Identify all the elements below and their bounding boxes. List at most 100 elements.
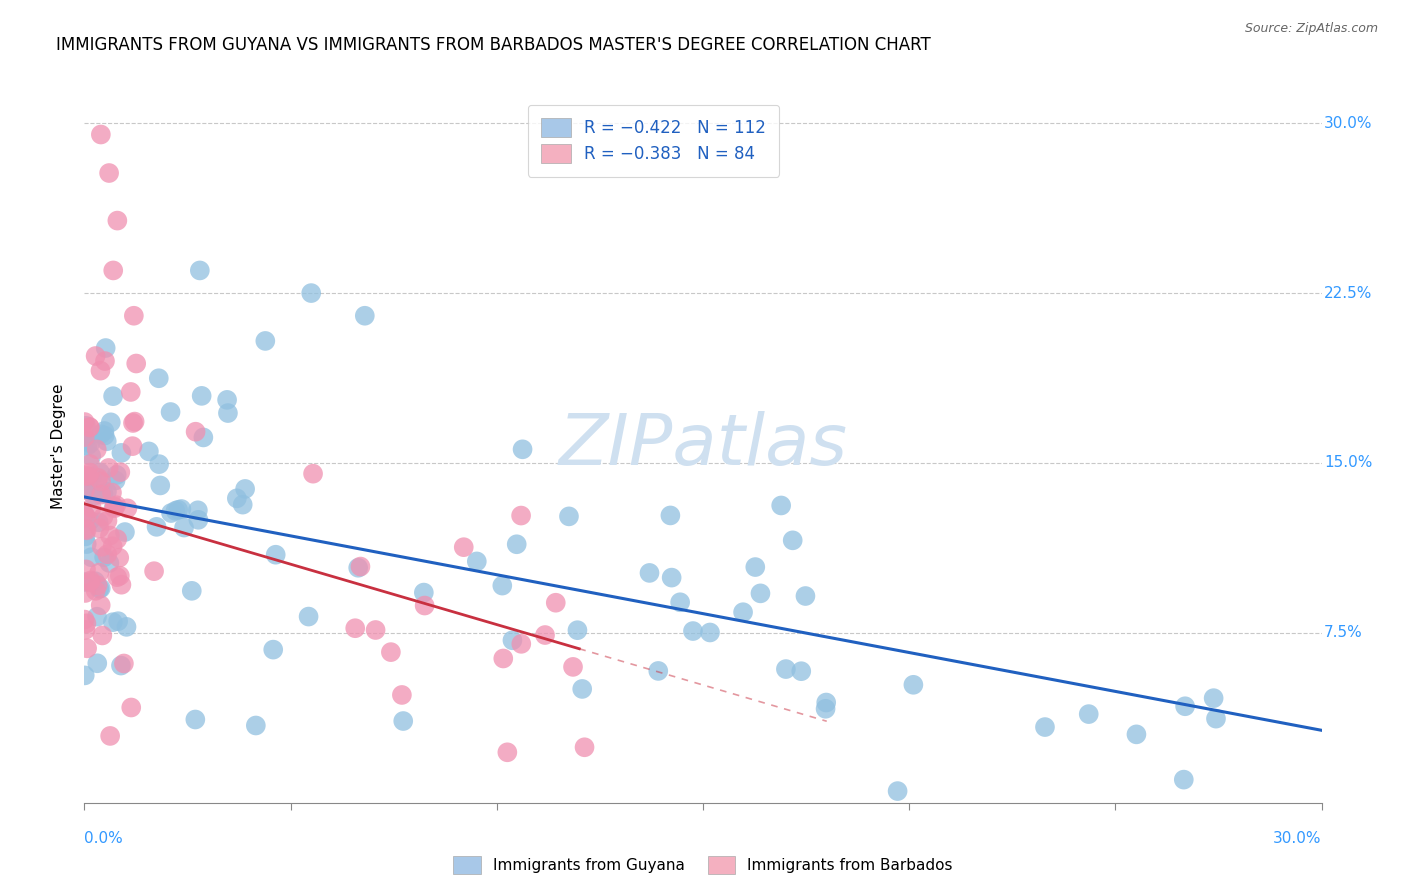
Point	[165, 504, 187, 518]
Point	[121, 439, 143, 453]
Point	[91, 628, 114, 642]
Point	[699, 625, 721, 640]
Point	[122, 309, 145, 323]
Point	[188, 263, 211, 277]
Point	[217, 406, 239, 420]
Point	[98, 528, 121, 542]
Point	[73, 430, 96, 444]
Point	[93, 509, 115, 524]
Point	[100, 415, 122, 429]
Point	[73, 574, 96, 589]
Point	[76, 537, 98, 551]
Point	[89, 466, 111, 480]
Point	[79, 420, 101, 434]
Text: 0.0%: 0.0%	[84, 831, 124, 847]
Point	[353, 309, 375, 323]
Point	[75, 586, 97, 600]
Point	[75, 418, 97, 433]
Point	[669, 595, 692, 609]
Point	[562, 660, 585, 674]
Point	[90, 582, 112, 596]
Point	[98, 729, 121, 743]
Point	[105, 213, 128, 227]
Point	[114, 524, 136, 539]
Point	[75, 623, 97, 637]
Legend: R = −0.422   N = 112, R = −0.383   N = 84: R = −0.422 N = 112, R = −0.383 N = 84	[527, 104, 779, 177]
Point	[87, 516, 110, 530]
Point	[84, 349, 107, 363]
Point	[184, 713, 207, 727]
Point	[187, 503, 209, 517]
Point	[775, 662, 797, 676]
Point	[103, 500, 125, 514]
Point	[75, 471, 97, 485]
Point	[297, 609, 319, 624]
Point	[104, 474, 127, 488]
Y-axis label: Master's Degree: Master's Degree	[51, 384, 66, 508]
Point	[80, 449, 103, 463]
Text: 22.5%: 22.5%	[1324, 285, 1372, 301]
Point	[75, 510, 97, 524]
Point	[76, 524, 98, 538]
Point	[90, 128, 112, 142]
Point	[82, 469, 104, 483]
Point	[90, 427, 112, 442]
Point	[79, 514, 101, 528]
Text: 30.0%: 30.0%	[1274, 831, 1322, 847]
Point	[232, 498, 254, 512]
Point	[75, 562, 97, 576]
Point	[138, 444, 160, 458]
Point	[187, 513, 209, 527]
Point	[571, 681, 593, 696]
Point	[80, 483, 103, 498]
Point	[93, 424, 115, 438]
Point	[110, 465, 132, 479]
Text: Source: ZipAtlas.com: Source: ZipAtlas.com	[1244, 22, 1378, 36]
Point	[89, 521, 111, 535]
Point	[193, 430, 215, 444]
Point	[647, 664, 669, 678]
Point	[159, 405, 181, 419]
Point	[794, 589, 817, 603]
Point	[105, 498, 128, 512]
Point	[491, 579, 513, 593]
Point	[659, 508, 682, 523]
Point	[217, 392, 239, 407]
Point	[93, 550, 115, 565]
Point	[744, 560, 766, 574]
Point	[453, 540, 475, 554]
Point	[886, 784, 908, 798]
Point	[567, 623, 589, 637]
Point	[73, 613, 96, 627]
Point	[510, 508, 533, 523]
Point	[510, 637, 533, 651]
Point	[76, 439, 98, 453]
Point	[501, 633, 523, 648]
Point	[84, 583, 107, 598]
Point	[101, 539, 124, 553]
Point	[90, 598, 112, 612]
Point	[170, 502, 193, 516]
Point	[120, 384, 142, 399]
Point	[391, 688, 413, 702]
Point	[105, 467, 128, 482]
Point	[79, 457, 101, 471]
Point	[117, 501, 139, 516]
Point	[79, 575, 101, 590]
Point	[749, 586, 772, 600]
Point	[73, 415, 96, 429]
Point	[1077, 707, 1099, 722]
Point	[344, 621, 367, 635]
Point	[392, 714, 415, 728]
Point	[101, 389, 124, 403]
Point	[167, 503, 190, 517]
Point	[75, 433, 97, 447]
Point	[682, 624, 704, 638]
Point	[145, 520, 167, 534]
Point	[93, 486, 115, 500]
Point	[1033, 720, 1056, 734]
Point	[492, 651, 515, 665]
Point	[364, 623, 387, 637]
Point	[465, 554, 488, 568]
Point	[115, 620, 138, 634]
